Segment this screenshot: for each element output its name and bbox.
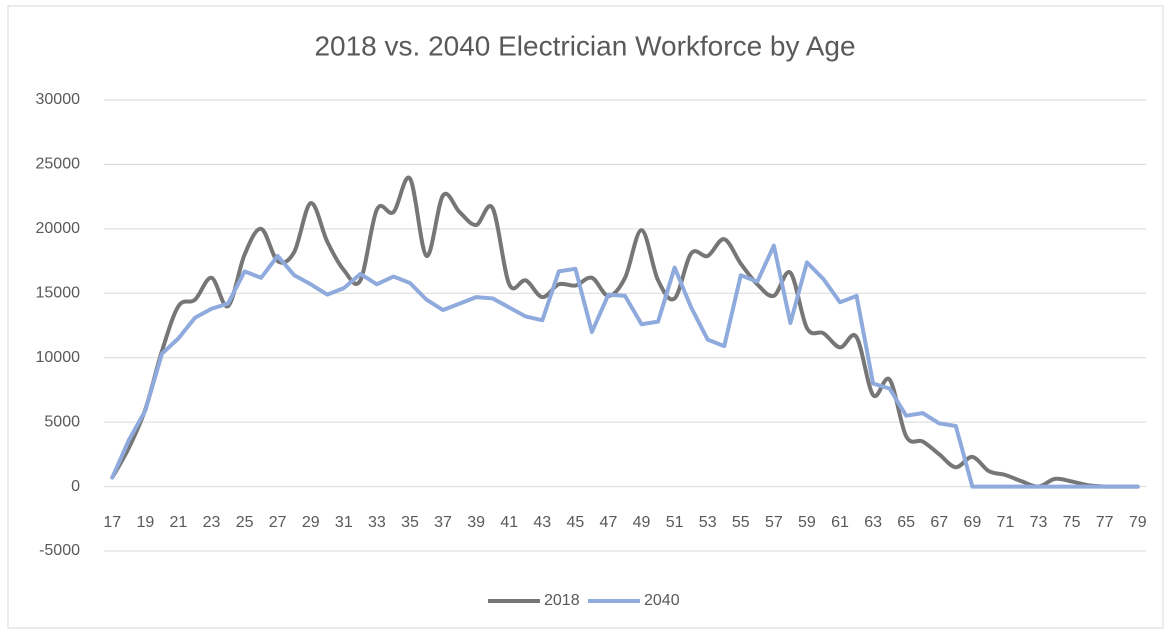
legend-label: 2040 xyxy=(644,592,680,609)
x-tick-label: 69 xyxy=(963,514,981,531)
x-tick-label: 23 xyxy=(203,514,221,531)
x-tick-label: 59 xyxy=(798,514,816,531)
y-tick-label: 25000 xyxy=(36,156,81,173)
x-tick-label: 39 xyxy=(467,514,485,531)
x-tick-label: 33 xyxy=(368,514,386,531)
chart-frame xyxy=(7,5,1164,629)
x-tick-label: 19 xyxy=(136,514,154,531)
x-tick-label: 43 xyxy=(533,514,551,531)
x-tick-label: 47 xyxy=(600,514,618,531)
x-tick-label: 25 xyxy=(236,514,254,531)
x-tick-label: 55 xyxy=(732,514,750,531)
x-tick-label: 67 xyxy=(930,514,948,531)
x-tick-label: 41 xyxy=(500,514,518,531)
x-tick-label: 79 xyxy=(1129,514,1147,531)
x-tick-label: 29 xyxy=(302,514,320,531)
y-tick-label: 10000 xyxy=(36,349,81,366)
x-tick-label: 77 xyxy=(1096,514,1114,531)
x-tick-label: 65 xyxy=(897,514,915,531)
y-tick-label: 5000 xyxy=(44,413,80,430)
y-tick-label: 30000 xyxy=(36,91,81,108)
x-tick-label: 17 xyxy=(103,514,121,531)
x-tick-label: 45 xyxy=(566,514,584,531)
series-line xyxy=(110,243,1140,489)
x-tick-label: 27 xyxy=(269,514,287,531)
x-tick-label: 75 xyxy=(1063,514,1081,531)
y-tick-label: 15000 xyxy=(36,285,81,302)
x-tick-label: 71 xyxy=(997,514,1015,531)
x-tick-label: 51 xyxy=(666,514,684,531)
x-tick-label: 37 xyxy=(434,514,452,531)
y-tick-label: 20000 xyxy=(36,220,81,237)
x-tick-label: 53 xyxy=(699,514,717,531)
x-tick-label: 61 xyxy=(831,514,849,531)
x-tick-label: 49 xyxy=(633,514,651,531)
x-tick-label: 21 xyxy=(170,514,188,531)
x-tick-label: 57 xyxy=(765,514,783,531)
x-tick-label: 35 xyxy=(401,514,419,531)
y-tick-label: -5000 xyxy=(39,542,80,559)
y-tick-label: 0 xyxy=(71,478,80,495)
chart-title: 2018 vs. 2040 Electrician Workforce by A… xyxy=(314,30,855,61)
x-tick-label: 31 xyxy=(335,514,353,531)
x-tick-label: 73 xyxy=(1030,514,1048,531)
x-tick-label: 63 xyxy=(864,514,882,531)
legend-label: 2018 xyxy=(544,592,580,609)
